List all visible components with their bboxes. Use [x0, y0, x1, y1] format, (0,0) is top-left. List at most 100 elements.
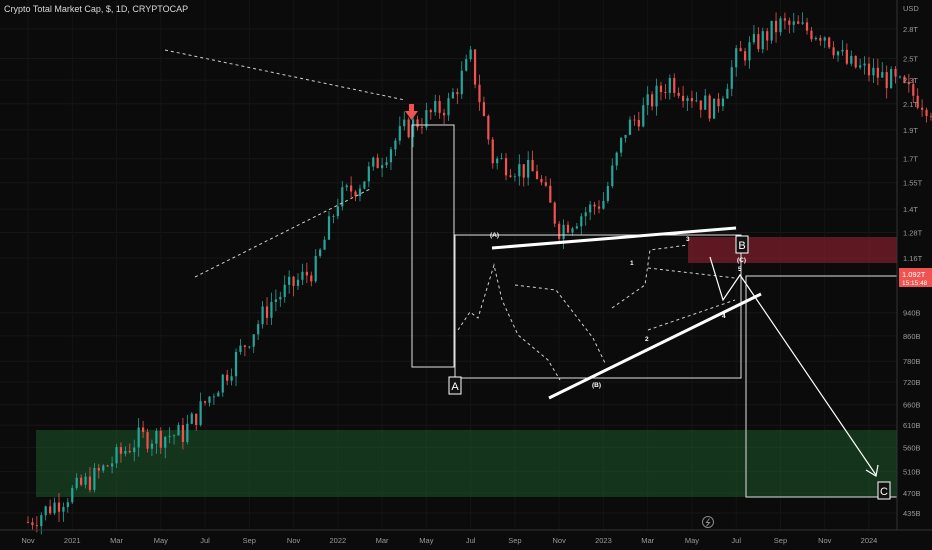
- time-tick-label: Nov: [287, 536, 301, 545]
- candle-body: [580, 216, 583, 227]
- label-wave-3: 3: [686, 236, 690, 243]
- time-tick-label: Mar: [641, 536, 654, 545]
- candle-body: [186, 423, 189, 442]
- candle-body: [558, 223, 561, 240]
- candle-body: [217, 392, 220, 397]
- candle-body: [150, 443, 154, 449]
- lightning-icon[interactable]: [702, 516, 714, 528]
- candle-body: [88, 476, 92, 490]
- chart-title: Crypto Total Market Cap, $, 1D, CRYPTOCA…: [4, 4, 188, 14]
- time-tick-label: 2023: [595, 536, 612, 545]
- candle-body: [239, 345, 242, 352]
- candle-body: [540, 178, 543, 183]
- candle-body: [589, 204, 592, 213]
- candle-body: [549, 185, 552, 203]
- price-tick-label: 1.7T: [903, 155, 918, 164]
- time-tick-label: May: [419, 536, 433, 545]
- candle-body: [336, 206, 339, 217]
- candle-body: [164, 436, 167, 448]
- dashed-top-trendline: [164, 49, 406, 101]
- time-tick-label: May: [685, 536, 699, 545]
- candle-body: [726, 88, 729, 99]
- price-tick-label: 2.3T: [903, 76, 918, 85]
- label-wave-a: (A): [490, 232, 499, 239]
- candle-body: [133, 447, 136, 453]
- candle-body: [115, 447, 118, 464]
- box-label-b: B: [735, 235, 749, 254]
- candle-body: [195, 413, 198, 426]
- candle-body: [71, 487, 74, 503]
- candle-body: [805, 22, 809, 31]
- dashed-structure-3: [611, 244, 689, 309]
- candle-body: [296, 279, 300, 286]
- candle-body: [783, 18, 786, 21]
- candle-body: [341, 187, 344, 207]
- candle-body: [208, 396, 211, 403]
- candle-body: [168, 436, 171, 437]
- candle-body: [584, 212, 587, 217]
- time-tick-label: Mar: [110, 536, 123, 545]
- candle-body: [739, 48, 742, 52]
- candle-body: [310, 275, 313, 282]
- price-tick-label: 2.5T: [903, 54, 918, 63]
- candle-body: [566, 224, 570, 233]
- candle-body: [513, 176, 516, 178]
- red-down-arrow-icon: [405, 104, 418, 120]
- candle-body: [624, 134, 627, 138]
- candle-body: [66, 502, 69, 507]
- resistance-zone: [688, 237, 897, 263]
- candle-body: [571, 228, 574, 233]
- candle-body: [527, 159, 530, 178]
- candle-body: [832, 47, 835, 56]
- candle-body: [894, 69, 897, 77]
- candle-body: [465, 59, 468, 71]
- candle-body: [389, 149, 393, 163]
- price-tick-label: 720B: [903, 378, 921, 387]
- candle-body: [553, 202, 556, 224]
- candle-body: [841, 49, 844, 52]
- box-a-range: [411, 124, 455, 368]
- price-tick-label: 510B: [903, 468, 921, 477]
- candle-body: [44, 506, 47, 516]
- candle-body: [522, 164, 525, 178]
- candle-body: [407, 119, 410, 138]
- candle-body: [305, 271, 308, 276]
- candle-body: [416, 119, 419, 128]
- candle-body: [876, 67, 879, 78]
- candle-body: [372, 157, 375, 167]
- candle-body: [575, 226, 578, 229]
- candle-body: [681, 95, 685, 101]
- candle-body: [929, 115, 932, 117]
- box-label-c: C: [877, 481, 891, 500]
- candle-body: [752, 34, 756, 43]
- candle-body: [274, 299, 277, 302]
- time-tick-label: 2024: [861, 536, 878, 545]
- candle-body: [788, 20, 791, 25]
- candle-body: [743, 51, 747, 61]
- candle-body: [810, 30, 813, 40]
- candle-body: [704, 95, 707, 110]
- current-price-tag: 1.092T 15:15:48: [899, 268, 932, 287]
- candle-body: [137, 427, 140, 448]
- candle-body: [690, 98, 694, 102]
- candle-body: [234, 351, 238, 377]
- candle-body: [381, 165, 384, 169]
- candle-body: [823, 37, 826, 41]
- candle-body: [84, 476, 87, 485]
- dashed-structure-1: [457, 263, 561, 381]
- candle-body: [288, 276, 291, 285]
- candle-body: [544, 182, 547, 186]
- candle-body: [128, 450, 131, 453]
- candle-body: [890, 69, 893, 89]
- candle-body: [907, 82, 910, 85]
- candle-body: [863, 63, 866, 66]
- candle-body: [119, 447, 123, 454]
- candle-body: [637, 119, 640, 127]
- candle-body: [686, 98, 689, 101]
- candle-body: [921, 107, 924, 110]
- candle-body: [642, 105, 645, 127]
- candle-body: [469, 49, 472, 60]
- candle-body: [358, 188, 362, 197]
- label-wave-c: (C): [737, 257, 746, 264]
